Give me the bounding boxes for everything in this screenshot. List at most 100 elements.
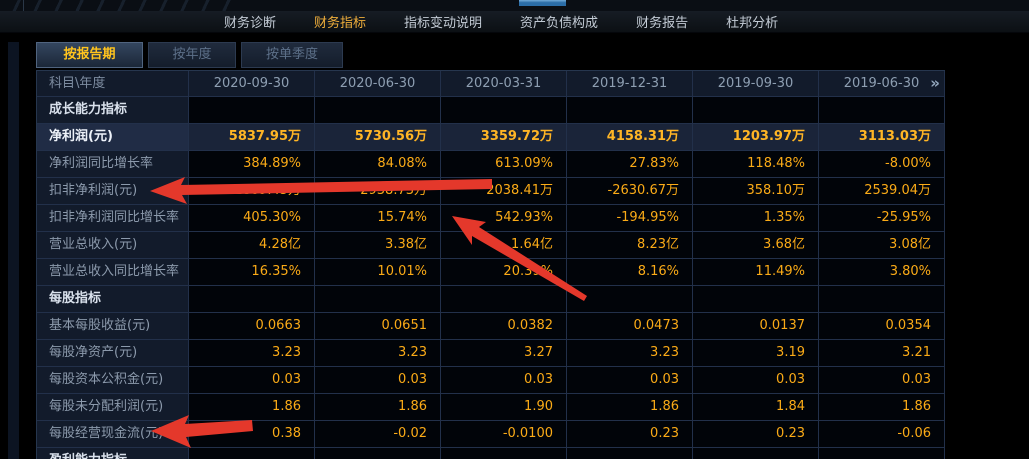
tab-by-year[interactable]: 按年度	[148, 42, 236, 68]
value-cell	[189, 448, 315, 459]
value-cell: 3.23	[189, 340, 315, 367]
table-row[interactable]: 扣非净利润(元) 1809.45万 2938.73万 2038.41万 -2630.67…	[37, 178, 945, 205]
value-cell	[315, 286, 441, 313]
table-row[interactable]: 每股资本公积金(元) 0.03 0.03 0.03 0.03 0.03 0.03	[37, 367, 945, 394]
nav-financial-report[interactable]: 财务报告	[636, 16, 689, 31]
value-cell: 11.49%	[693, 259, 819, 286]
value-cell: 0.0382	[441, 313, 567, 340]
row-label: 净利润同比增长率	[37, 151, 189, 178]
nav-financial-diagnosis[interactable]: 财务诊断	[224, 16, 277, 31]
value-cell	[693, 97, 819, 124]
value-cell: 3113.03万	[819, 124, 945, 151]
value-cell: 2038.41万	[441, 178, 567, 205]
value-cell: -25.95%	[819, 205, 945, 232]
nav-dupont-analysis[interactable]: 杜邦分析	[726, 16, 779, 31]
table-row[interactable]: 营业总收入(元) 4.28亿 3.38亿 1.64亿 8.23亿 3.68亿 3.08亿	[37, 232, 945, 259]
row-label: 每股未分配利润(元)	[37, 394, 189, 421]
row-label: 扣非净利润同比增长率	[37, 205, 189, 232]
value-cell: 3.38亿	[315, 232, 441, 259]
value-cell: 3.23	[315, 340, 441, 367]
value-cell: 118.48%	[693, 151, 819, 178]
section-row: 盈利能力指标	[37, 448, 945, 459]
value-cell: 0.03	[441, 367, 567, 394]
diagonal-texture	[0, 0, 235, 11]
value-cell	[189, 97, 315, 124]
value-cell: 0.0354	[819, 313, 945, 340]
column-header: 2019-12-31	[567, 71, 693, 97]
value-cell	[441, 97, 567, 124]
decor-divider	[23, 0, 24, 11]
corner-header-cell: 科目\年度	[37, 71, 189, 97]
value-cell: 0.0137	[693, 313, 819, 340]
value-cell: 0.03	[567, 367, 693, 394]
value-cell: 0.03	[693, 367, 819, 394]
column-header: 2019-06-30»	[819, 71, 945, 97]
table-row[interactable]: 营业总收入同比增长率 16.35% 10.01% 20.39% 8.16% 11.49% 3…	[37, 259, 945, 286]
table-row[interactable]: 净利润(元) 5837.95万 5730.56万 3359.72万 4158.31万 12…	[37, 124, 945, 151]
financial-indicators-table: 科目\年度 2020-09-30 2020-06-30 2020-03-31 2019-…	[36, 70, 945, 459]
value-cell: 3.27	[441, 340, 567, 367]
nav-financial-indicators[interactable]: 财务指标	[314, 16, 367, 31]
value-cell: 0.0473	[567, 313, 693, 340]
value-cell	[567, 97, 693, 124]
value-cell: 542.93%	[441, 205, 567, 232]
value-cell: 1.86	[189, 394, 315, 421]
table-row[interactable]: 每股未分配利润(元) 1.86 1.86 1.90 1.86 1.84 1.86	[37, 394, 945, 421]
table-row[interactable]: 每股净资产(元) 3.23 3.23 3.27 3.23 3.19 3.21	[37, 340, 945, 367]
value-cell: 5837.95万	[189, 124, 315, 151]
value-cell: 3.68亿	[693, 232, 819, 259]
value-cell: 1.84	[693, 394, 819, 421]
value-cell: 3.21	[819, 340, 945, 367]
value-cell: 358.10万	[693, 178, 819, 205]
column-header: 2020-06-30	[315, 71, 441, 97]
value-cell	[441, 448, 567, 459]
value-cell: 3.23	[567, 340, 693, 367]
section-row: 每股指标	[37, 286, 945, 313]
row-label: 净利润(元)	[37, 124, 189, 151]
table-row[interactable]: 净利润同比增长率 384.89% 84.08% 613.09% 27.83% 118.48…	[37, 151, 945, 178]
value-cell: 4.28亿	[189, 232, 315, 259]
table-header-row: 科目\年度 2020-09-30 2020-06-30 2020-03-31 2019-…	[37, 71, 945, 97]
table-row[interactable]: 每股经营现金流(元) 0.38 -0.02 -0.0100 0.23 0.23 -0.06	[37, 421, 945, 448]
value-cell	[441, 286, 567, 313]
value-cell: 8.23亿	[567, 232, 693, 259]
value-cell: 0.0651	[315, 313, 441, 340]
nav-balance-sheet-structure[interactable]: 资产负债构成	[520, 16, 599, 31]
section-row: 成长能力指标	[37, 97, 945, 124]
value-cell: 3.08亿	[819, 232, 945, 259]
value-cell	[189, 286, 315, 313]
row-label: 基本每股收益(元)	[37, 313, 189, 340]
row-label: 营业总收入(元)	[37, 232, 189, 259]
table-row[interactable]: 基本每股收益(元) 0.0663 0.0651 0.0382 0.0473 0.0137 0…	[37, 313, 945, 340]
value-cell: 0.38	[189, 421, 315, 448]
value-cell: 8.16%	[567, 259, 693, 286]
value-cell: 20.39%	[441, 259, 567, 286]
more-columns-chevron-icon[interactable]: »	[930, 74, 940, 92]
nav-indicator-change-notes[interactable]: 指标变动说明	[404, 16, 483, 31]
value-cell: 2539.04万	[819, 178, 945, 205]
value-cell	[315, 97, 441, 124]
tab-by-single-quarter[interactable]: 按单季度	[241, 42, 343, 68]
value-cell: 1.86	[819, 394, 945, 421]
column-header: 2020-03-31	[441, 71, 567, 97]
value-cell: 1.90	[441, 394, 567, 421]
table-row[interactable]: 扣非净利润同比增长率 405.30% 15.74% 542.93% -194.95% 1.…	[37, 205, 945, 232]
column-header: 2020-09-30	[189, 71, 315, 97]
value-cell	[693, 448, 819, 459]
value-cell: -0.02	[315, 421, 441, 448]
value-cell: -8.00%	[819, 151, 945, 178]
value-cell: 1809.45万	[189, 178, 315, 205]
value-cell: 0.23	[693, 421, 819, 448]
row-label: 每股经营现金流(元)	[37, 421, 189, 448]
value-cell: 16.35%	[189, 259, 315, 286]
tab-by-report-period[interactable]: 按报告期	[36, 42, 143, 68]
value-cell: 5730.56万	[315, 124, 441, 151]
value-cell: 0.0663	[189, 313, 315, 340]
value-cell	[819, 97, 945, 124]
value-cell	[567, 448, 693, 459]
value-cell	[693, 286, 819, 313]
value-cell	[819, 448, 945, 459]
row-label: 成长能力指标	[37, 97, 189, 124]
value-cell: 10.01%	[315, 259, 441, 286]
value-cell: 3.80%	[819, 259, 945, 286]
